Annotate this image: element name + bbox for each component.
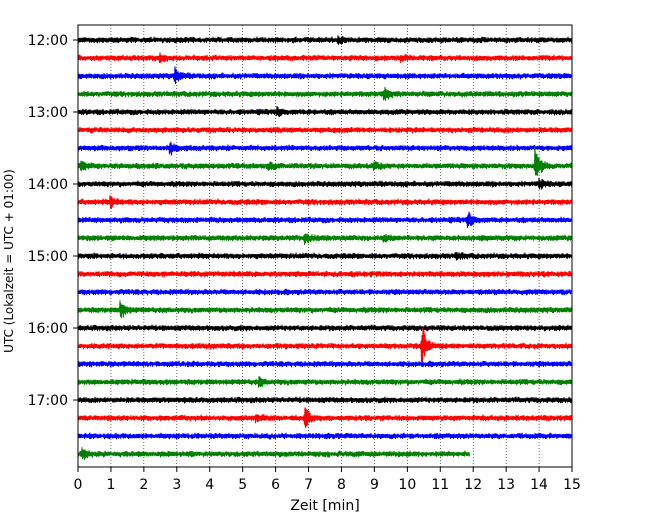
trace-1245: [77, 86, 573, 102]
x-tick-label: 1: [106, 477, 115, 493]
x-tick-label: 0: [74, 477, 83, 493]
trace-1615: [77, 327, 573, 364]
trace-1745: [77, 447, 471, 461]
x-tick-label: 14: [530, 477, 548, 493]
x-tick-label: 2: [139, 477, 148, 493]
trace-1200: [77, 35, 573, 45]
trace-1430: [77, 211, 573, 229]
trace-1500: [77, 251, 573, 261]
plot-frame: [77, 24, 573, 468]
x-tick-label: 15: [563, 477, 581, 493]
x-tick-label: 6: [271, 477, 280, 493]
trace-1330: [77, 141, 573, 156]
trace-group: [77, 35, 573, 461]
y-tick-label: 16:00: [28, 321, 68, 337]
trace-1400: [77, 177, 573, 190]
x-axis-label: Zeit [min]: [290, 498, 359, 514]
x-tick-label: 10: [398, 477, 416, 493]
x-tick-label: 12: [464, 477, 482, 493]
y-tick-label: 14:00: [28, 177, 68, 193]
y-tick-label: 12:00: [28, 33, 68, 49]
x-tick-label: 13: [497, 477, 515, 493]
trace-1600: [77, 324, 573, 332]
trace-1730: [77, 432, 573, 440]
trace-1515: [77, 270, 573, 278]
trace-1445: [77, 233, 573, 246]
trace-1215: [77, 52, 573, 64]
x-tick-label: 3: [172, 477, 181, 493]
trace-1715: [77, 407, 573, 428]
y-axis-label: UTC (Lokalzeit = UTC + 01:00): [2, 169, 16, 353]
x-axis-ticks: 0 1 2 3 4 5 6 7 8 9 10 11 12 13 14 15: [74, 467, 581, 493]
x-tick-label: 4: [205, 477, 214, 493]
x-tick-label: 11: [431, 477, 449, 493]
trace-1630: [77, 360, 573, 368]
x-tick-label: 8: [337, 477, 346, 493]
trace-1700: [77, 396, 573, 404]
trace-1545: [77, 300, 573, 319]
y-tick-label: 17:00: [28, 393, 68, 409]
y-axis-ticks: 12:00 13:00 14:00 15:00 16:00 17:00: [28, 33, 78, 409]
trace-1530: [77, 288, 573, 296]
y-tick-label: 15:00: [28, 249, 68, 265]
trace-1645: [77, 376, 573, 388]
trace-1345: [77, 145, 573, 176]
y-tick-label: 13:00: [28, 105, 68, 121]
trace-1230: [77, 66, 573, 85]
trace-1300: [77, 105, 573, 118]
trace-1315: [77, 126, 573, 134]
x-tick-label: 9: [370, 477, 379, 493]
x-tick-label: 7: [304, 477, 313, 493]
trace-1415: [77, 195, 573, 210]
x-tick-label: 5: [238, 477, 247, 493]
